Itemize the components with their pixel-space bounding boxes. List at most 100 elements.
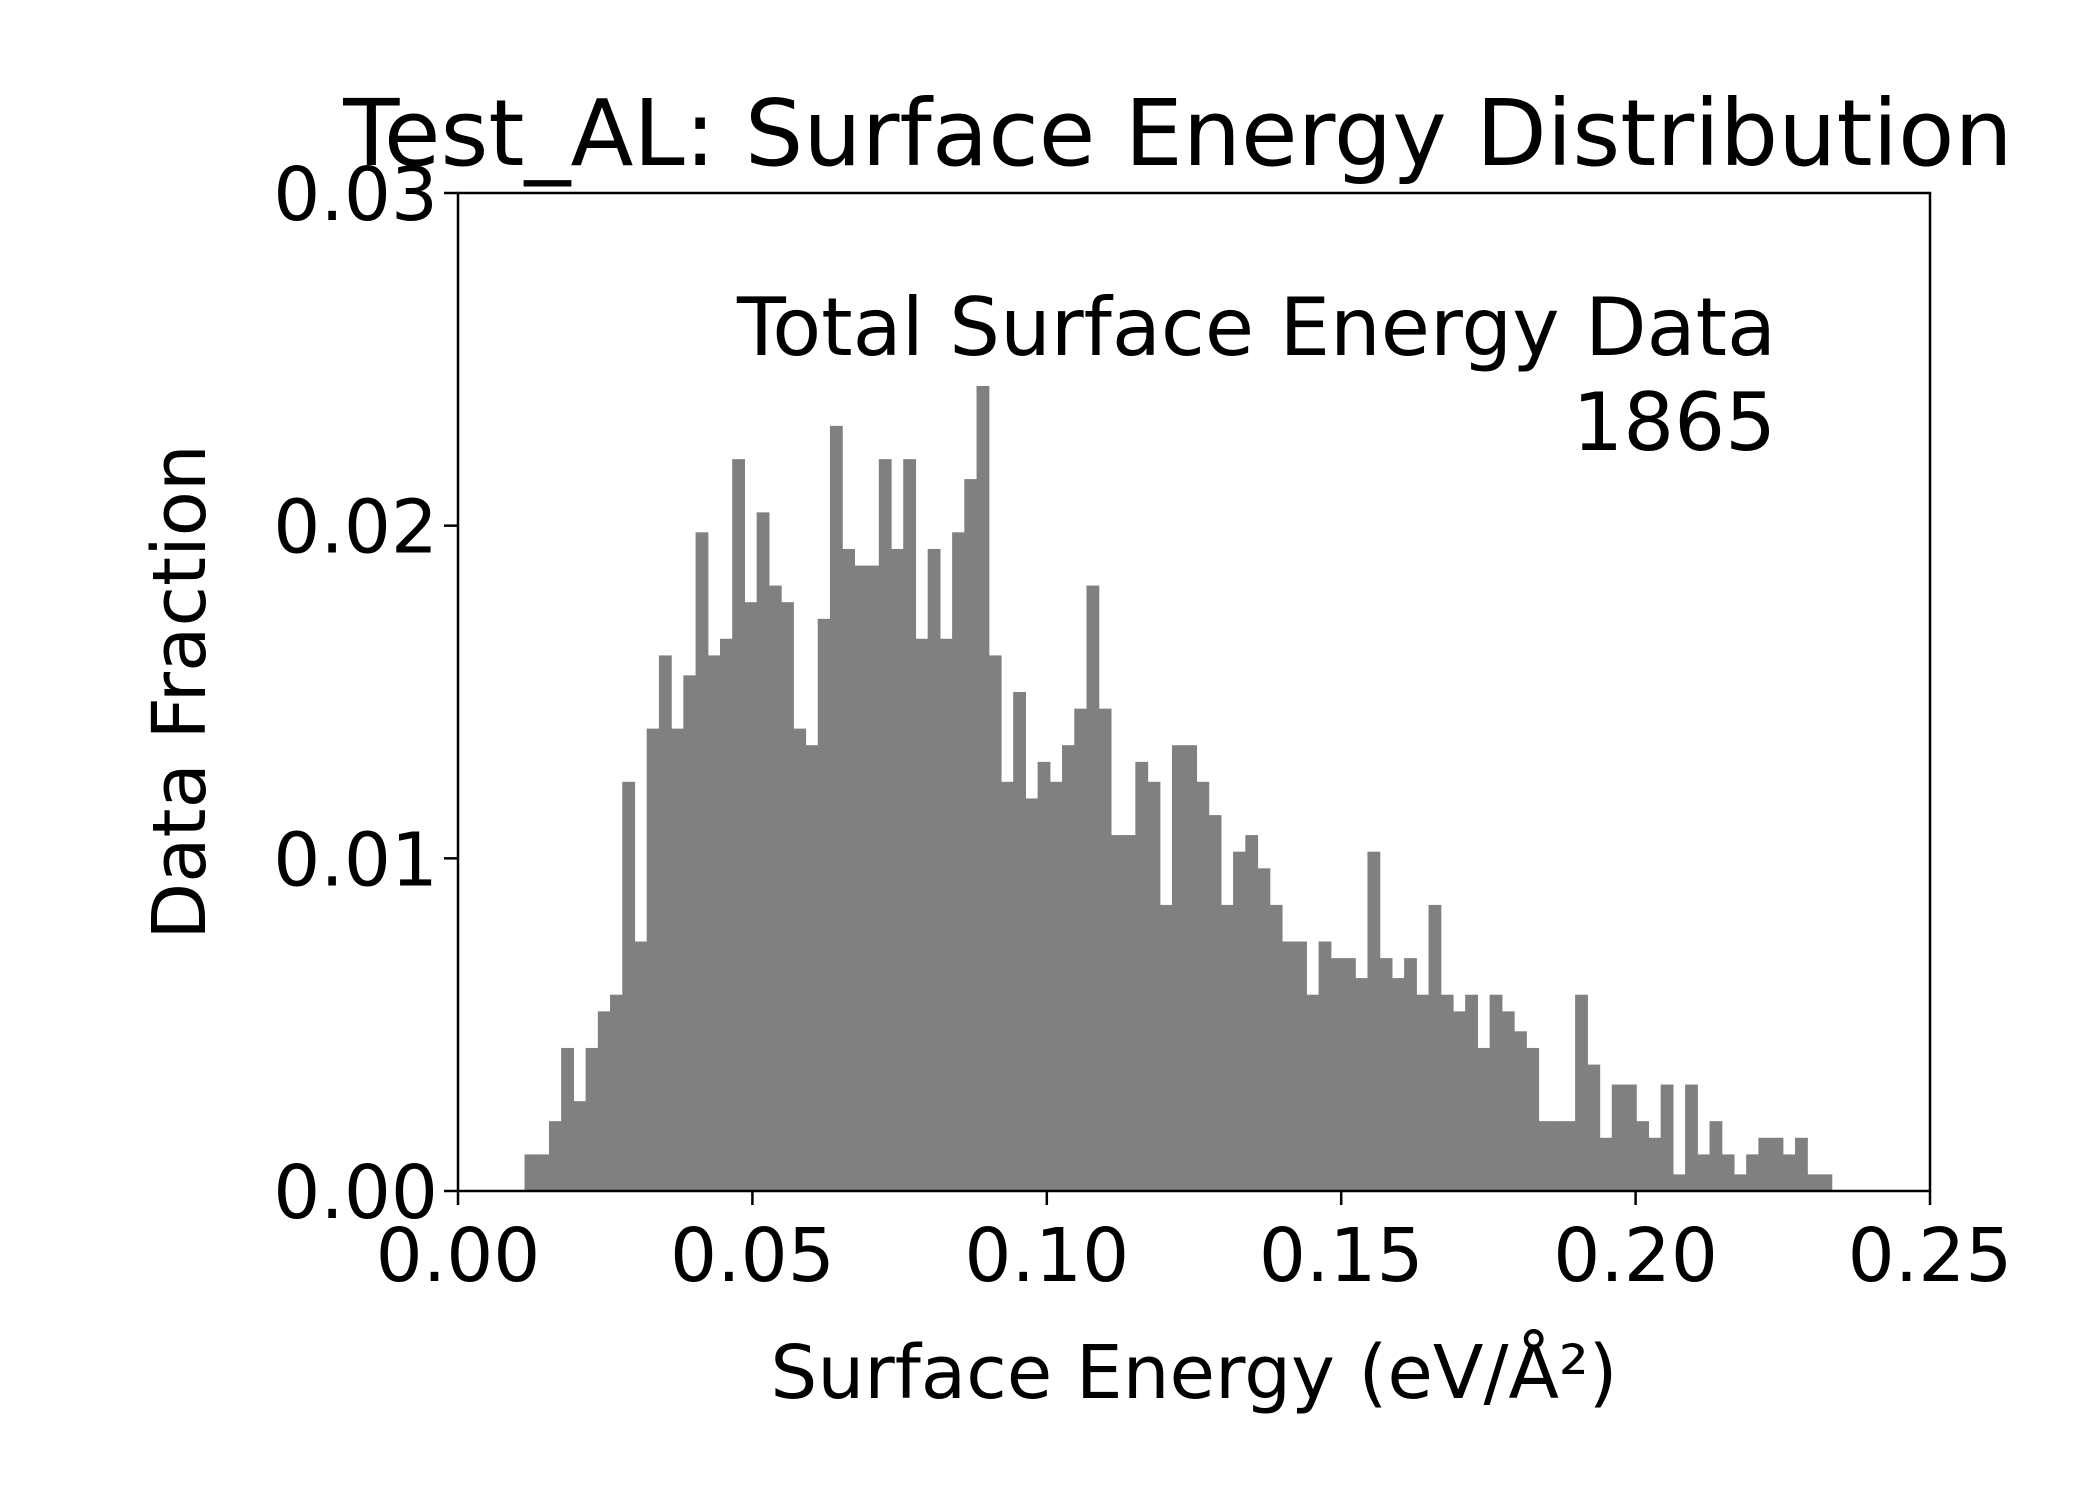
histogram-bar: [756, 512, 770, 1191]
plot-frame: [456, 191, 1932, 1193]
histogram-bar: [1135, 761, 1149, 1191]
histogram-bar: [1220, 904, 1234, 1191]
x-tick-label: 0.20: [1553, 1213, 1718, 1299]
histogram-bar: [1807, 1174, 1821, 1191]
histogram-bar: [805, 745, 819, 1191]
histogram-bar: [1685, 1084, 1698, 1191]
histogram-bar: [658, 655, 672, 1191]
histogram-bar: [866, 565, 880, 1191]
histogram-bar: [707, 655, 721, 1191]
histogram-bar: [524, 1154, 538, 1191]
histogram-bar: [597, 1011, 611, 1191]
histogram-bar: [1697, 1154, 1711, 1191]
histogram-bar: [1501, 1011, 1515, 1191]
histogram-bar: [1330, 958, 1344, 1191]
histogram-bar: [1281, 941, 1295, 1191]
histogram-bar: [1746, 1154, 1759, 1191]
histogram-bar: [1208, 815, 1222, 1191]
y-tick-label: 0.00: [273, 1150, 438, 1236]
histogram-bar: [1257, 868, 1271, 1191]
x-tick-label: 0.05: [670, 1213, 835, 1299]
histogram-bar: [561, 1047, 574, 1191]
histogram-bar: [622, 781, 636, 1191]
histogram-bar: [732, 459, 746, 1192]
histogram-bar: [1452, 1011, 1466, 1191]
annotation-count: 1865: [1572, 376, 1776, 469]
histogram-bar: [1391, 978, 1405, 1191]
x-tick-label: 0.15: [1259, 1213, 1424, 1299]
histogram-bar: [1196, 781, 1210, 1191]
histogram-bar: [1037, 761, 1051, 1191]
histogram-bar: [1587, 1064, 1601, 1191]
histogram-bar: [891, 548, 904, 1191]
histogram-bar: [1233, 851, 1246, 1191]
histogram-bar: [1428, 904, 1442, 1191]
histogram-bar: [1440, 994, 1454, 1191]
histogram-bar: [1086, 585, 1100, 1191]
histogram-bar: [1465, 994, 1478, 1191]
histogram-bar: [964, 479, 978, 1191]
histogram-bar: [1343, 958, 1356, 1191]
chart-title: Test_AL: Surface Energy Distribution: [342, 80, 2012, 187]
histogram-bar: [1306, 994, 1320, 1191]
histogram-bar: [976, 385, 990, 1191]
histogram-bar: [1758, 1137, 1772, 1191]
histogram-bar: [1123, 835, 1136, 1191]
histogram-bar: [1575, 994, 1588, 1191]
histogram-bar: [939, 638, 953, 1191]
histogram-bar: [878, 459, 892, 1192]
x-tick-label: 0.25: [1848, 1213, 2013, 1299]
histogram-bar: [1013, 692, 1026, 1191]
histogram-bar: [1294, 941, 1307, 1191]
histogram-bar: [1367, 851, 1381, 1191]
histogram-bar: [671, 728, 684, 1191]
annotation-label: Total Surface Energy Data: [736, 281, 1776, 374]
histogram-bar: [1538, 1121, 1552, 1191]
histogram-bar: [817, 618, 831, 1191]
histogram-bar: [854, 565, 868, 1191]
y-axis-label: Data Fraction: [137, 444, 223, 940]
histogram-bar: [781, 602, 794, 1191]
histogram-bar: [585, 1047, 599, 1191]
histogram-bar: [1171, 745, 1185, 1191]
histogram-bar: [1074, 708, 1088, 1191]
histogram-bar: [1819, 1174, 1833, 1191]
x-tick-label: 0.10: [964, 1213, 1129, 1299]
histogram-bar: [1025, 798, 1039, 1191]
histogram-bar: [1379, 958, 1393, 1191]
histogram-bar: [1489, 994, 1503, 1191]
histogram-bar: [1062, 745, 1075, 1191]
histogram-bar: [927, 548, 941, 1191]
histogram-bar: [903, 459, 917, 1192]
histogram-bar: [1318, 941, 1332, 1191]
histogram-bar: [952, 532, 965, 1191]
histogram-bar: [1416, 994, 1430, 1191]
histogram-bar: [719, 638, 733, 1191]
histogram-bar: [1733, 1174, 1747, 1191]
histogram-bar: [768, 585, 782, 1191]
histogram-bar: [1245, 835, 1259, 1191]
histogram-bar: [1526, 1047, 1540, 1191]
x-axis-ticks: 0.00 0.05 0.10 0.15 0.20 0.25: [376, 1191, 2013, 1299]
histogram-bar: [1269, 904, 1283, 1191]
histogram-bar: [1709, 1121, 1723, 1191]
histogram-bar: [548, 1121, 562, 1191]
y-tick-label: 0.02: [273, 485, 438, 571]
histogram-bar: [683, 675, 697, 1191]
histogram-bar: [1636, 1121, 1650, 1191]
histogram-bar: [1049, 781, 1063, 1191]
histogram-bar: [536, 1154, 550, 1191]
histogram-bar: [1110, 835, 1124, 1191]
histogram-bar: [842, 548, 855, 1191]
histogram-bar: [1477, 1047, 1491, 1191]
histogram-bar: [1355, 978, 1369, 1191]
histogram-bar: [1611, 1084, 1625, 1191]
histogram-bar: [1000, 781, 1014, 1191]
histogram-bar: [988, 655, 1002, 1191]
histogram-bar: [744, 602, 758, 1191]
histogram-bar: [646, 728, 660, 1191]
histogram-bar: [1660, 1084, 1674, 1191]
histogram-bar: [634, 941, 648, 1191]
histogram-bar: [573, 1101, 587, 1191]
